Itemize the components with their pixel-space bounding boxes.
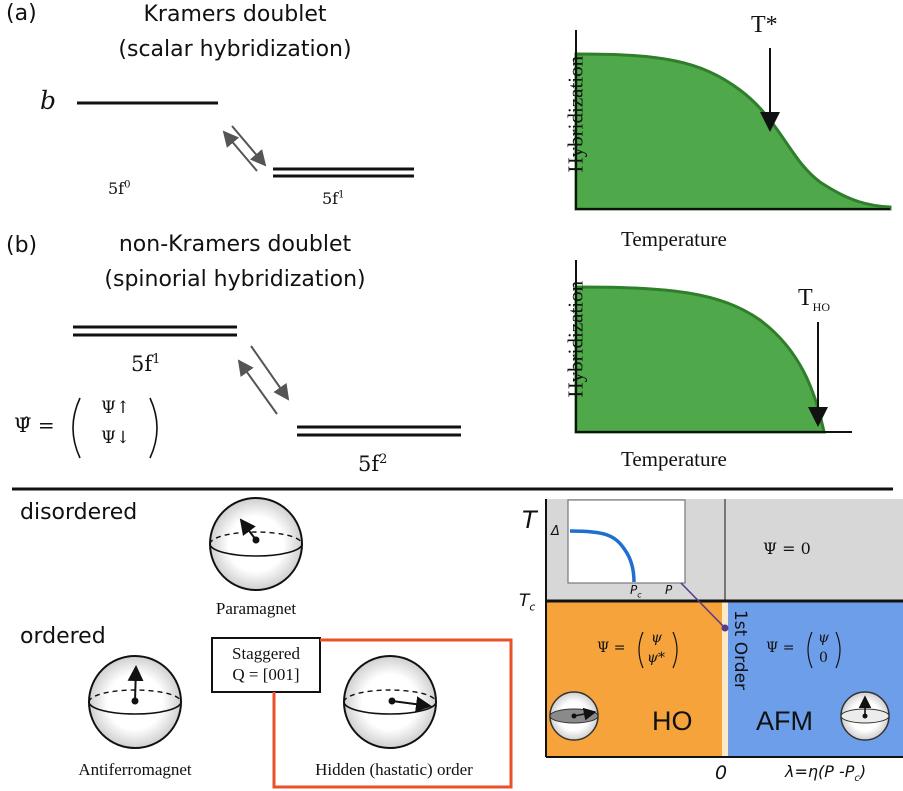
hybrid-arrow-up (222, 130, 258, 172)
panel-b-title-line1: non-Kramers doublet (118, 232, 352, 257)
hybrid-b-arrow-up (237, 359, 278, 415)
inset-box (567, 499, 686, 584)
inset-delta-label: Δ (551, 524, 560, 539)
first-order-label: 1st Order (730, 609, 750, 691)
disordered-label: disordered (20, 500, 138, 525)
spinor-down: Ψ↓ (101, 428, 131, 448)
first-order-strip (722, 601, 728, 756)
chart-1-xlabel: Temperature (621, 227, 727, 251)
panel-a-label: (a) (6, 1, 37, 26)
psi-afm-bottom: 0 (819, 650, 828, 666)
state-5f1-b-label: 5f1 (131, 352, 161, 376)
state-5f1-label: 5f1 (322, 189, 345, 208)
psi-ho-top: ψ (651, 630, 662, 646)
lambda-label: λ=η(P -Pc) (785, 762, 867, 785)
phase-diagram (545, 499, 903, 758)
panel-b-title-line2: (spinorial hybridization) (104, 267, 366, 292)
chart-2-xlabel: Temperature (621, 447, 727, 471)
antiferromagnet-sphere (88, 655, 182, 749)
hybrid-b-arrow-down (250, 345, 290, 401)
panel-b-label: (b) (6, 233, 38, 258)
panel-b-levels (72, 325, 461, 459)
chart-2-ylabel: Hybridization (563, 280, 588, 398)
inset-pc-label: Pc (630, 583, 642, 600)
afm-sphere (840, 691, 890, 741)
afm-label: AFM (756, 706, 813, 736)
psi-zero-label: Ψ = 0 (763, 539, 811, 558)
level-b-label: b (40, 86, 57, 115)
spinor-left-paren (72, 397, 81, 459)
ho-label: HO (652, 706, 693, 736)
spinor-lhs: Ψ̂ = (14, 413, 55, 437)
antiferromagnet-label: Antiferromagnet (78, 760, 192, 779)
psi-ho-bottom: ψ* (647, 650, 665, 666)
staggered-box (211, 637, 321, 693)
tc-label: Tc (519, 591, 536, 614)
inset-connector-dot (721, 624, 729, 632)
panel-a-title-line1: Kramers doublet (143, 2, 327, 27)
hybrid-arrow-down (231, 125, 267, 167)
paramagnet-sphere (209, 497, 303, 591)
inset-p-label: P (665, 583, 673, 597)
chart-1 (574, 30, 892, 211)
chart-1-annotation: T* (751, 12, 778, 38)
spinor-up: Ψ↑ (101, 398, 131, 418)
chart-2-annotation: THO (798, 285, 831, 314)
spinor-right-paren (149, 397, 158, 459)
chart-1-area (574, 52, 892, 211)
chart-2-area (574, 285, 826, 434)
inset-curve (569, 529, 636, 583)
ordered-label: ordered (20, 624, 106, 649)
state-5f0-label: 5f0 (108, 179, 131, 198)
hidden-order-label: Hidden (hastatic) order (315, 760, 473, 779)
state-5f2-label: 5f2 (358, 452, 388, 476)
chart-2 (574, 260, 852, 434)
staggered-label: Staggered Q = [001] (232, 644, 300, 684)
panel-a-levels (77, 101, 414, 178)
ho-sphere (549, 691, 599, 741)
panel-a-title-line2: (scalar hybridization) (118, 37, 352, 62)
phase-zero-label: 0 (715, 762, 728, 784)
hastatic-sphere (343, 655, 437, 749)
psi-ho-lhs: Ψ = (597, 640, 626, 656)
chart-1-ylabel: Hybridization (563, 55, 588, 173)
psi-afm-lhs: Ψ = (766, 640, 795, 656)
paramagnet-label: Paramagnet (215, 599, 297, 618)
phase-t-axis-label: T (522, 506, 537, 534)
hidden-order-frame (272, 638, 513, 789)
inset-connector (680, 582, 726, 629)
psi-afm-top: ψ (818, 630, 829, 646)
